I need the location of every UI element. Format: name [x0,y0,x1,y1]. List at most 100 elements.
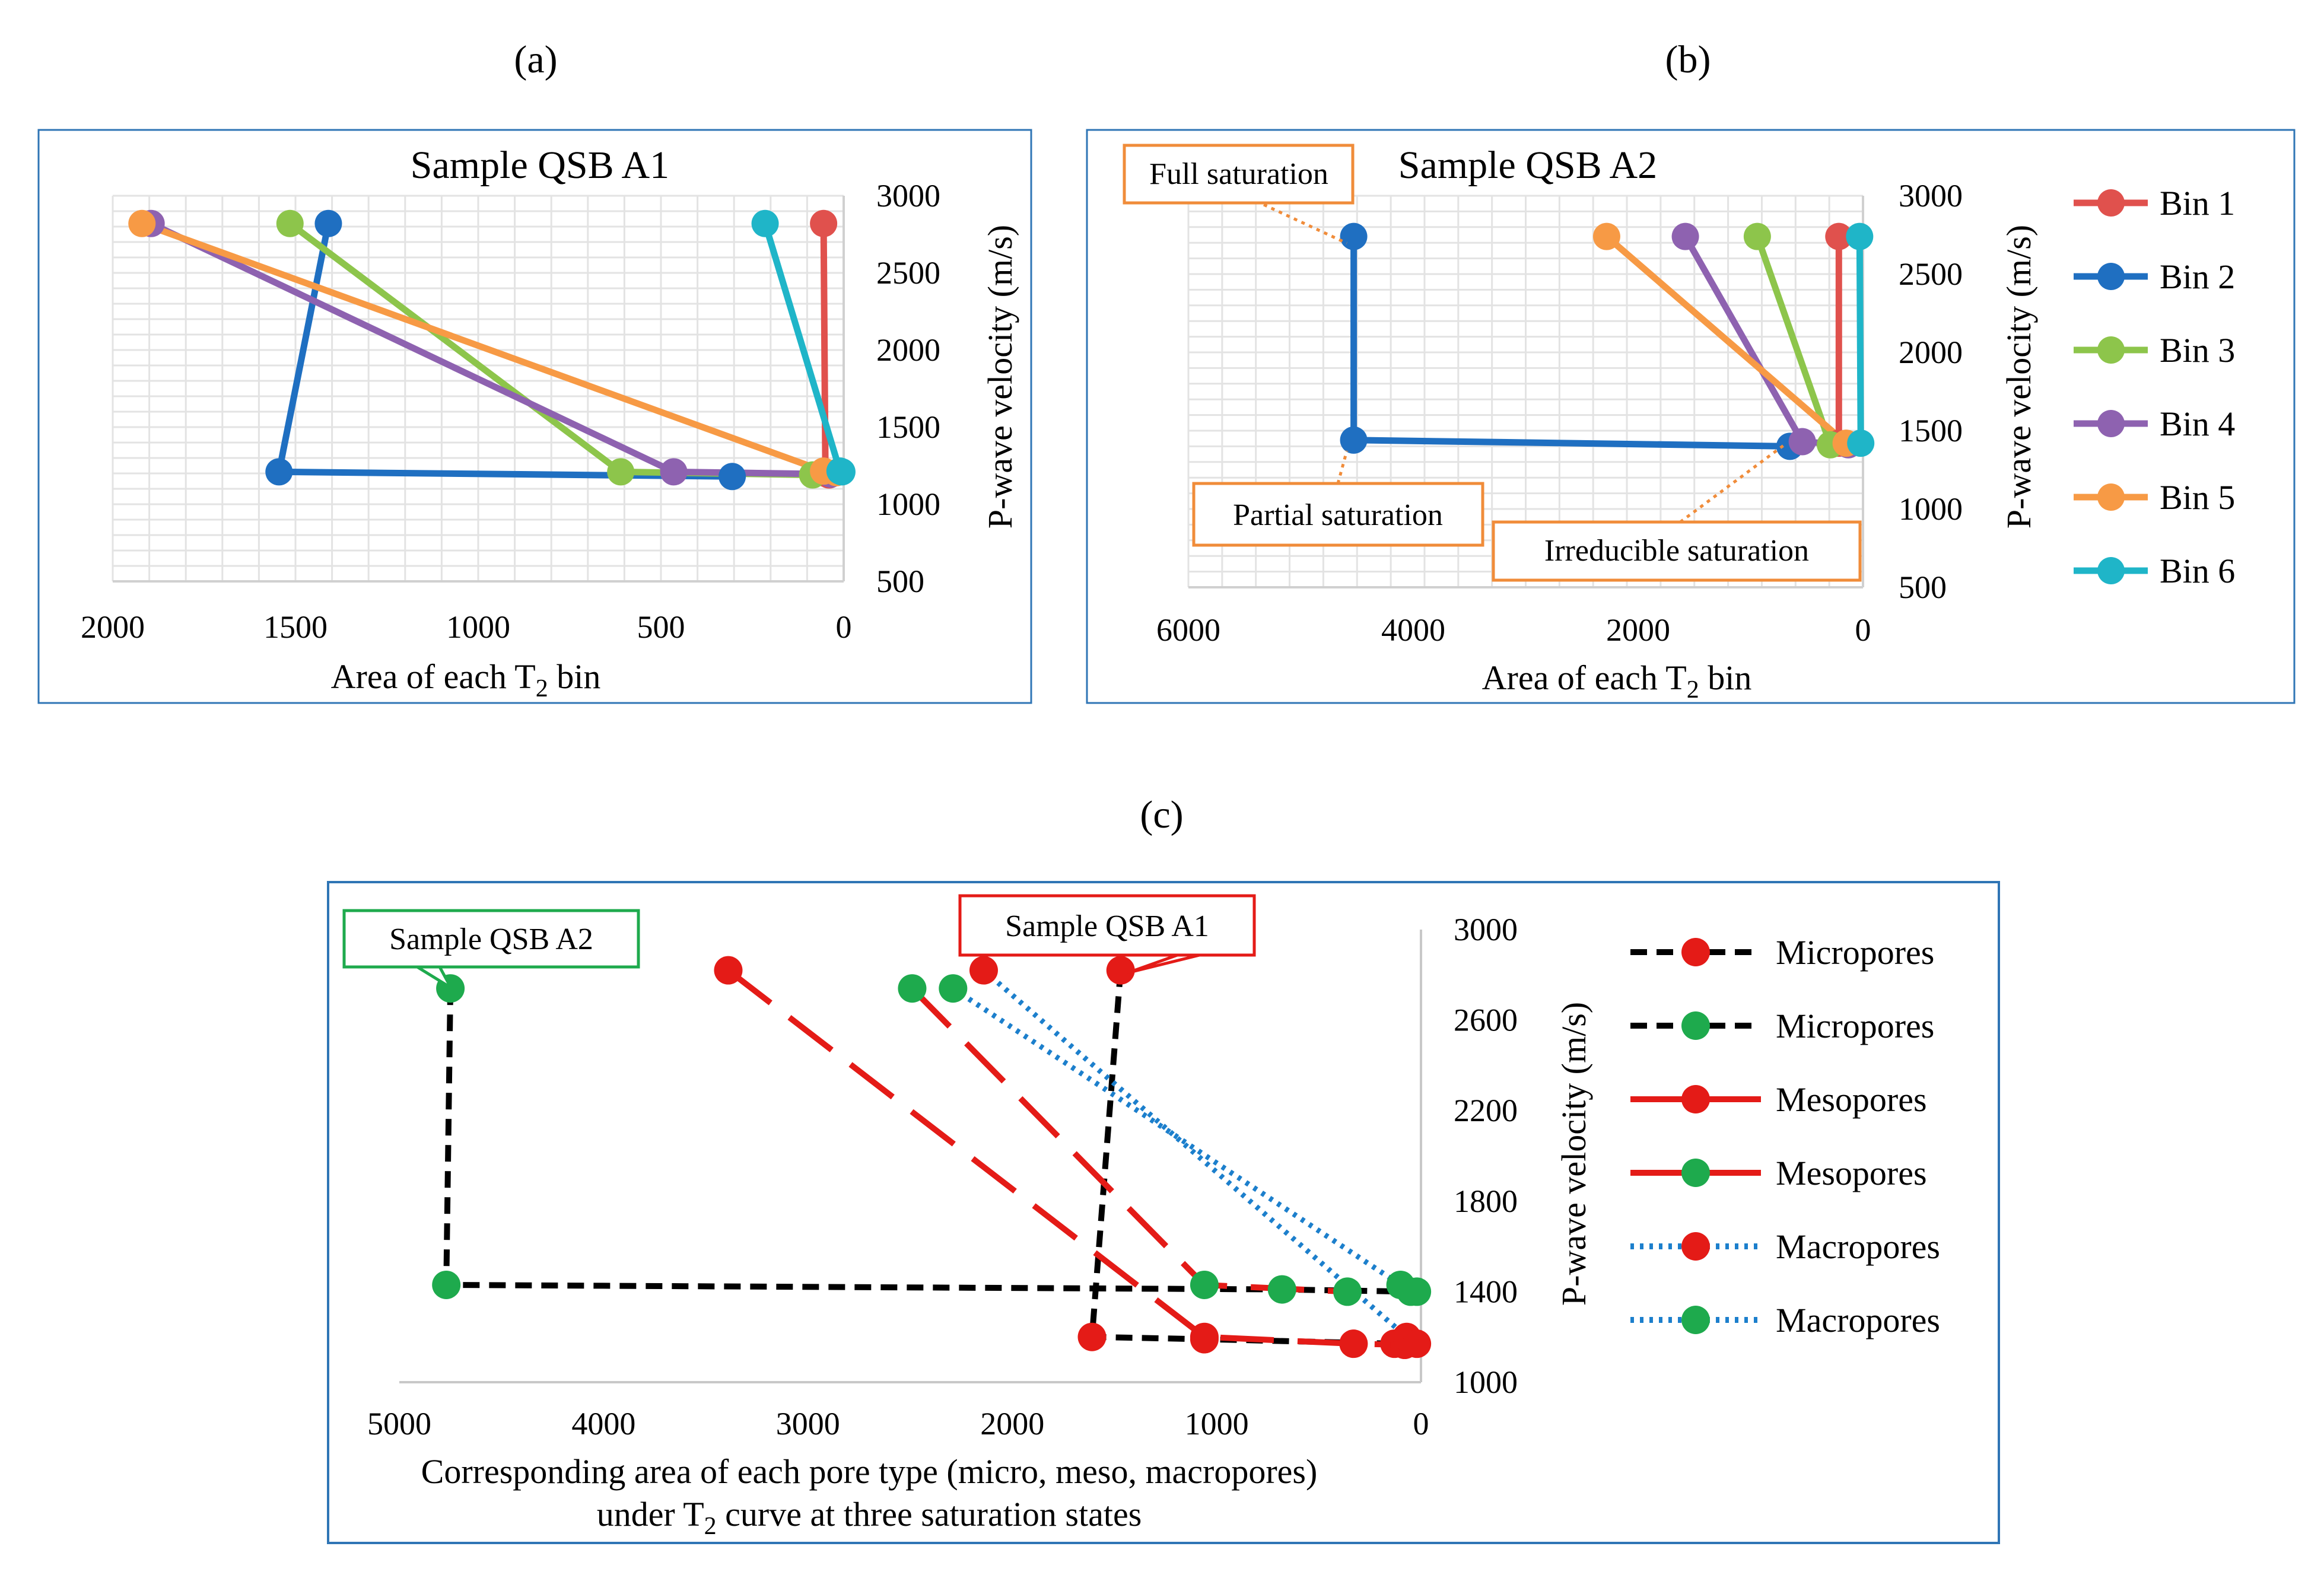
c-y-tick-label: 1000 [1454,1364,1518,1400]
c-series-line-3 [726,968,1405,1348]
c-data-point [1190,1322,1219,1351]
chart-a-frame [37,129,1032,704]
b-y-tick-label: 2000 [1899,335,1963,370]
chart-b-x-ticks: 6000 4000 2000 0 [1156,612,1871,648]
legend-label: Bin 1 [2160,184,2235,222]
chart-a-axes [113,196,845,583]
legend-swatch-marker [2097,483,2125,511]
c-legend-swatch-marker [1681,1011,1710,1040]
c-data-point [969,956,998,985]
annotation-pointer-qsb-a2 [410,964,455,992]
legend-label: Bin 5 [2160,478,2235,517]
chart-b-frame [1086,129,2296,704]
chart-a-x-axis-label: Area of each T2 bin [331,657,601,702]
c-y-tick-label: 2200 [1454,1093,1518,1128]
c-data-point [939,974,968,1003]
c-data-point [1333,1277,1362,1306]
c-legend-label: Mesopores [1776,1154,1927,1192]
c-data-point [1403,1277,1432,1306]
a-y-tick-label: 2000 [876,332,940,368]
annotation-partial-saturation: Partial saturation [1233,498,1443,532]
c-data-point [1403,1329,1432,1358]
b-data-point [1340,426,1368,454]
a-y-tick-label: 2500 [876,255,940,291]
b-x-tick-label: 2000 [1606,612,1670,648]
a-series-line-6 [762,222,844,475]
b-x-tick-label: 0 [1855,612,1871,648]
chart-c-y-ticks: 3000 2600 2200 1800 1400 1000 [1454,912,1518,1400]
legend-swatch-marker [2097,263,2125,290]
b-data-point [1671,222,1699,250]
chart-c: 5000 4000 3000 2000 1000 0 3000 2600 2200 1800 14… [342,894,1940,1540]
chart-b-title: Sample QSB A2 [1398,144,1657,187]
annotation-box-irreducible-saturation [1492,520,1862,582]
a-x-tick-label: 1000 [446,609,510,645]
c-data-point [714,956,743,985]
a-y-tick-label: 3000 [876,178,940,214]
chart-c-frame [327,881,2000,1544]
c-legend-label: Mesopores [1776,1080,1927,1119]
b-y-tick-label: 500 [1899,569,1947,605]
a-data-point [810,209,838,237]
c-x-tick-label: 3000 [776,1406,840,1442]
legend-label: Bin 6 [2160,552,2235,590]
a-data-point [128,209,156,237]
b-y-tick-label: 1000 [1899,491,1963,527]
c-data-point [1267,1275,1296,1304]
c-data-point [1190,1270,1219,1299]
b-series-line-6 [1856,236,1864,444]
panel-label-b: (b) [1665,38,1711,81]
chart-b-legend: Bin 1 Bin 2 Bin 3 Bin 4 Bin 5 Bin 6 [2074,184,2235,590]
chart-c-x-axis-label-line1: Corresponding area of each pore type (mi… [421,1452,1318,1491]
c-x-tick-label: 4000 [571,1406,635,1442]
chart-b-points [1340,222,1875,460]
b-data-point [1743,222,1771,250]
b-x-tick-label: 4000 [1381,612,1445,648]
a-data-point [660,458,688,486]
c-data-point [432,1270,461,1299]
legend-label: Bin 3 [2160,331,2235,370]
b-series-line-3 [1754,235,1834,446]
chart-a-y-ticks: 3000 2500 2000 1500 1000 500 [876,178,940,599]
c-legend-label: Micropores [1776,933,1934,972]
b-x-tick-label: 6000 [1156,612,1220,648]
annotation-box-full-saturation [1123,144,1355,205]
a-data-point [718,463,746,491]
legend-label: Bin 4 [2160,405,2235,443]
c-y-tick-label: 1800 [1454,1183,1518,1219]
chart-b: Sample QSB A2 6000 4000 2000 0 3000 2500 2000… [1123,144,2235,704]
c-legend-swatch-marker [1681,1085,1710,1113]
a-x-tick-label: 0 [836,609,852,645]
a-data-point [751,209,779,237]
c-series-line-4 [910,986,1348,1295]
c-data-point [1339,1329,1368,1358]
chart-c-y-axis-label: P-wave velocity (m/s) [1554,1002,1593,1306]
b-y-tick-label: 3000 [1899,178,1963,214]
c-legend-swatch-marker [1681,1159,1710,1187]
chart-a-y-axis-label: P-wave velocity (m/s) [981,225,1019,529]
chart-a-grid [112,195,845,583]
c-data-point [1106,956,1135,985]
a-x-tick-label: 1500 [263,609,328,645]
c-y-tick-label: 3000 [1454,912,1518,947]
a-data-point [276,209,304,237]
chart-b-y-ticks: 3000 2500 2000 1500 1000 500 [1899,178,1963,605]
chart-c-axes [399,930,1422,1383]
c-data-point [898,974,927,1003]
annotation-box-qsb-a1 [958,894,1256,957]
b-y-tick-label: 2500 [1899,256,1963,292]
chart-c-x-ticks: 5000 4000 3000 2000 1000 0 [367,1406,1429,1442]
c-data-point [1077,1322,1107,1351]
chart-a: Sample QSB A1 2000 1500 1000 500 0 3000 2500 2… [81,144,1019,702]
b-data-point [1340,222,1368,250]
c-x-tick-label: 1000 [1185,1406,1249,1442]
annotation-box-qsb-a2 [342,909,640,969]
c-x-tick-label: 2000 [980,1406,1044,1442]
b-data-point [1846,222,1874,250]
c-y-tick-label: 2600 [1454,1003,1518,1038]
annotation-box-partial-saturation [1192,482,1484,547]
a-y-tick-label: 500 [876,564,924,599]
chart-b-y-axis-label: P-wave velocity (m/s) [1999,225,2038,529]
a-data-point [607,458,635,486]
b-data-point [1788,428,1816,456]
